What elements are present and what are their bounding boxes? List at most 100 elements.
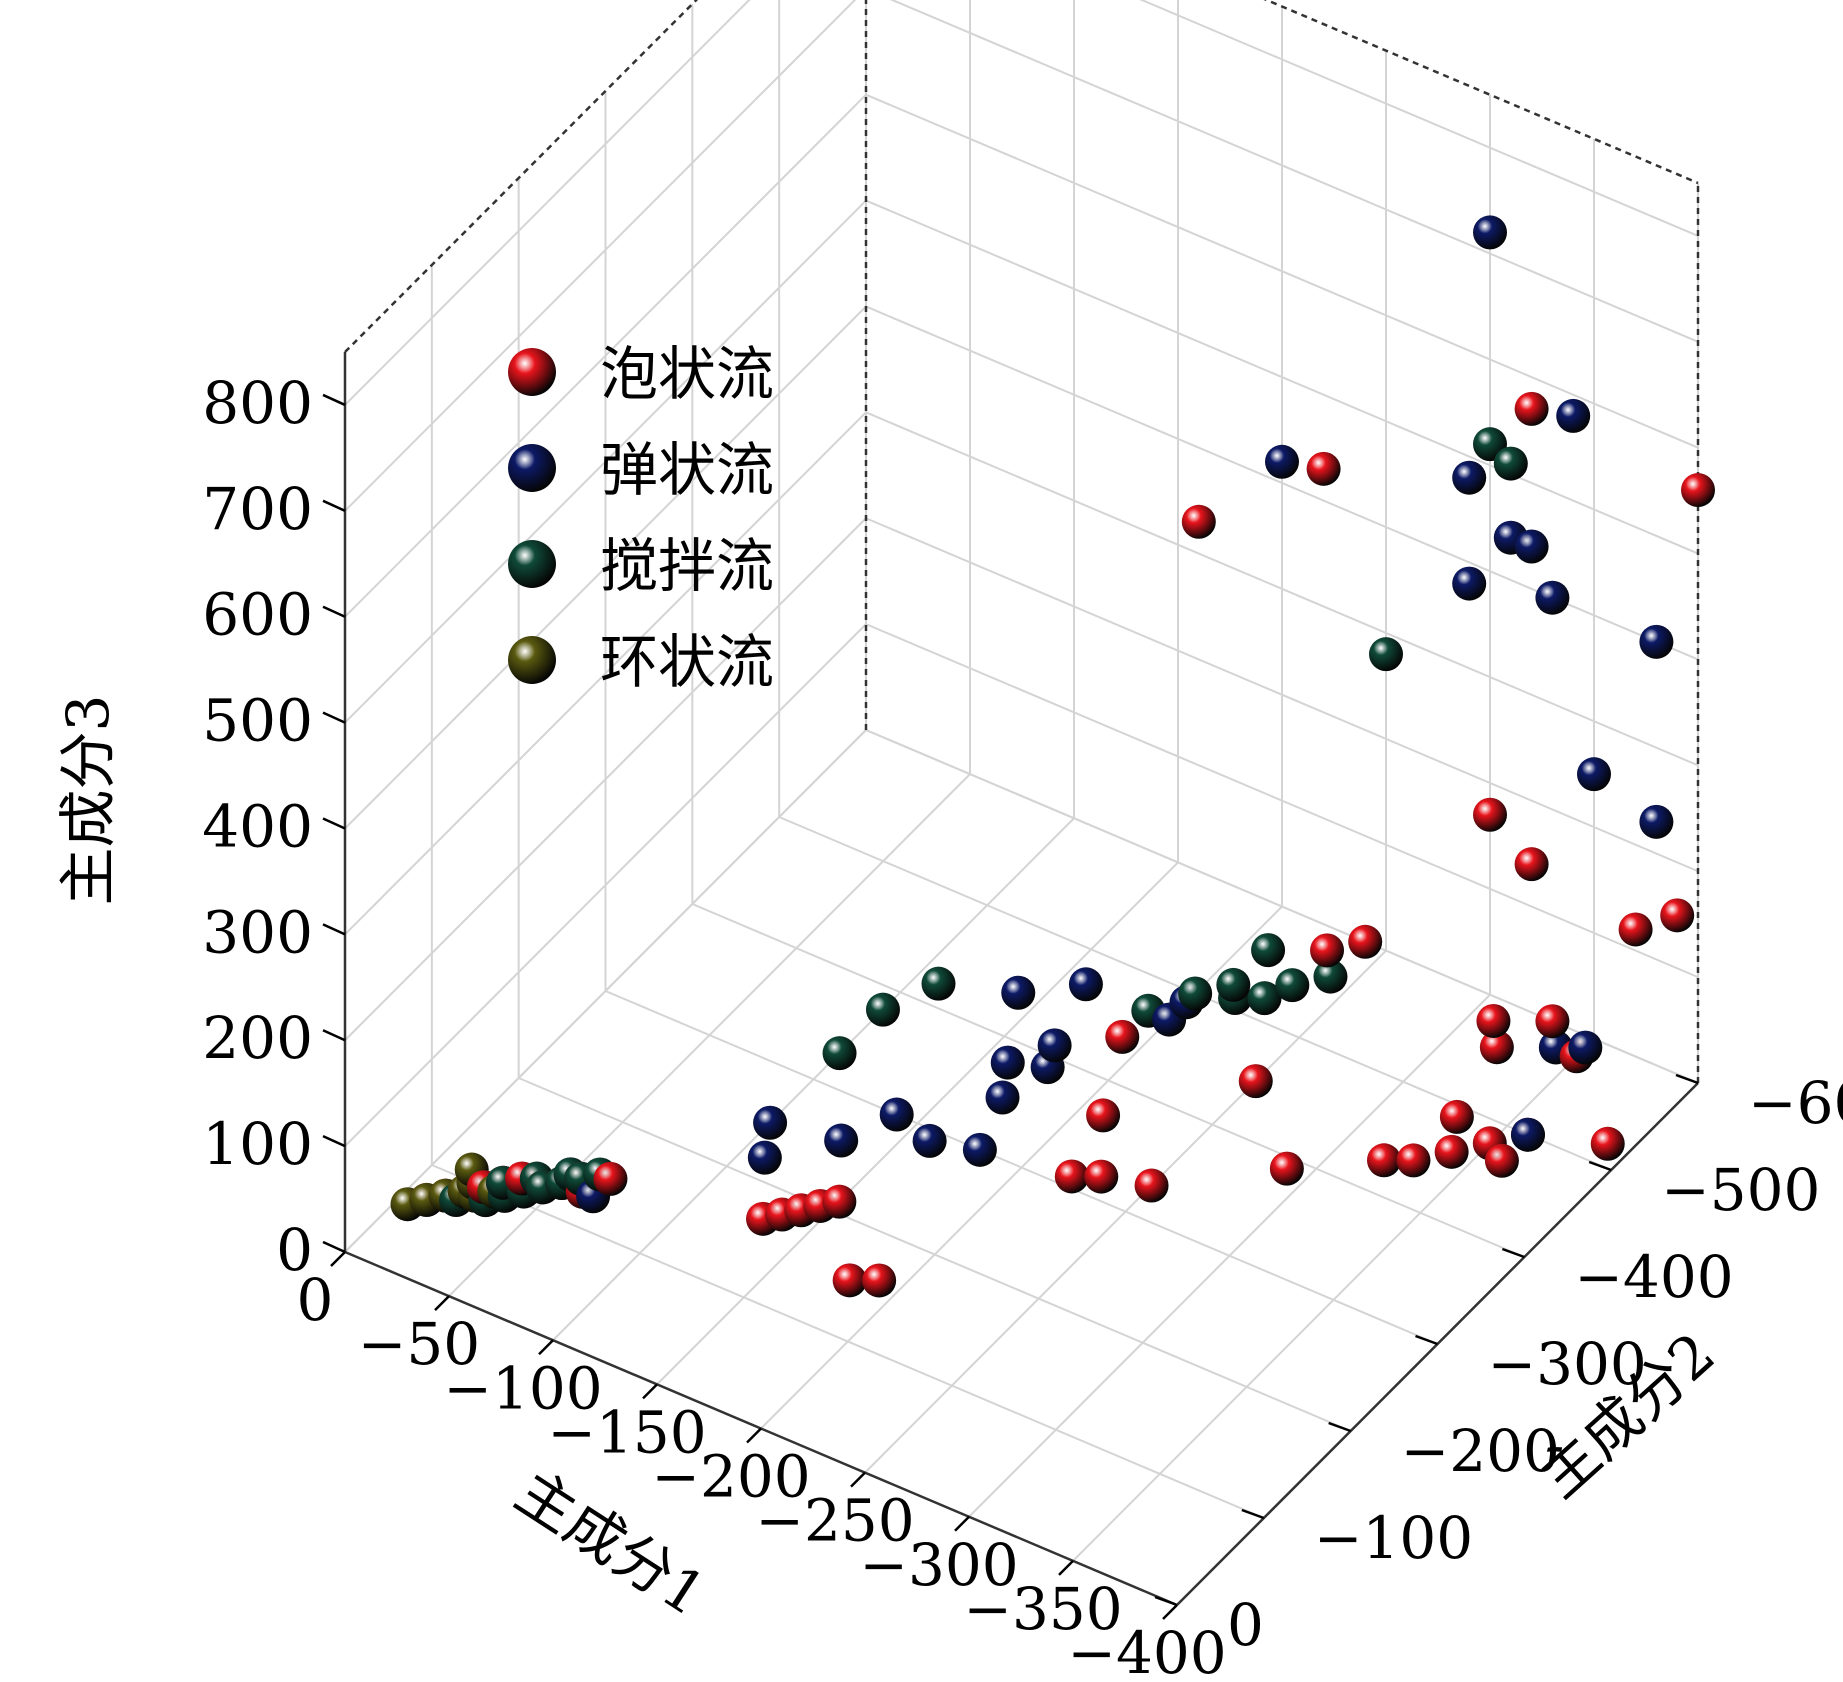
y-tick-mark: [1501, 1247, 1525, 1259]
data-point: [1084, 1159, 1119, 1194]
data-point: [1306, 451, 1341, 486]
wall-grid-line: [344, 0, 751, 406]
data-point: [832, 1263, 867, 1298]
z-tick-mark: [322, 711, 346, 724]
data-point: [1484, 1143, 1519, 1178]
data-point: [747, 1140, 782, 1175]
wall-grid-line: [344, 517, 867, 1041]
z-tick-mark: [322, 923, 346, 936]
z-tick-label: 100: [202, 1110, 313, 1178]
wall-grid-line: [344, 305, 867, 830]
data-point: [879, 1097, 914, 1132]
z-tick-label: 600: [202, 581, 313, 649]
data-point: [1086, 1098, 1121, 1133]
x-tick-mark: [538, 1339, 554, 1356]
floor-grid-line: [518, 1077, 1352, 1432]
wall-grid-line: [344, 729, 867, 1253]
x-tick-mark: [1058, 1559, 1074, 1576]
y-tick-mark: [1675, 1073, 1699, 1085]
legend-label: 弹状流: [600, 436, 774, 504]
data-point: [1639, 624, 1674, 659]
x-tick-label: −250: [755, 1487, 914, 1555]
y-tick-label: −600: [1748, 1069, 1843, 1137]
data-point: [1476, 1003, 1511, 1038]
data-point: [1514, 391, 1549, 426]
data-point: [962, 1132, 997, 1167]
data-point: [1105, 1019, 1140, 1054]
data-point: [1510, 1117, 1545, 1152]
y-tick-label: 0: [1227, 1591, 1264, 1659]
data-point: [1660, 898, 1695, 933]
data-point: [1479, 1030, 1514, 1065]
legend-label: 环状流: [600, 628, 774, 696]
x-tick-mark: [954, 1515, 970, 1532]
wall-grid-line: [865, 411, 1699, 767]
wall-grid-line: [889, 0, 1699, 343]
data-point: [1181, 504, 1216, 539]
data-point: [1068, 967, 1103, 1002]
data-point: [1568, 1030, 1603, 1065]
legend-label: 泡状流: [600, 340, 774, 408]
legend-label: 搅拌流: [600, 532, 774, 600]
axes: [322, 0, 1700, 1620]
x-tick-label: 0: [297, 1266, 334, 1334]
data-point: [753, 1105, 788, 1140]
z-tick-mark: [322, 1240, 346, 1254]
data-point: [822, 1184, 857, 1219]
data-point: [1134, 1168, 1169, 1203]
data-point: [1269, 1151, 1304, 1186]
data-point: [1535, 580, 1570, 615]
z-tick-label: 200: [202, 1004, 313, 1072]
data-point: [1473, 215, 1507, 250]
wall-grid-line: [344, 0, 857, 512]
y-tick-label: −200: [1401, 1417, 1560, 1485]
data-points: [390, 215, 1715, 1298]
data-point: [1577, 757, 1611, 792]
data-point: [1310, 933, 1345, 968]
data-point: [1590, 1126, 1625, 1161]
z-tick-mark: [322, 499, 346, 512]
y-tick-mark: [1154, 1595, 1178, 1607]
x-tick-label: −350: [963, 1575, 1122, 1643]
wall-grid-line: [865, 623, 1699, 979]
data-point: [1639, 804, 1674, 839]
data-point: [1001, 975, 1036, 1010]
z-tick-label: 0: [276, 1216, 313, 1284]
y-tick-mark: [1588, 1160, 1612, 1172]
data-point: [1556, 398, 1591, 433]
z-tick-label: 400: [202, 792, 313, 860]
legend-marker: [508, 348, 556, 396]
z-tick-mark: [322, 817, 346, 830]
z-tick-mark: [322, 393, 346, 407]
legend-marker: [508, 540, 556, 588]
data-point: [921, 966, 956, 1001]
x-tick-mark: [746, 1427, 762, 1444]
floor-grid-line: [691, 903, 1525, 1258]
y-tick-label: −500: [1661, 1156, 1820, 1224]
wall-grid-line: [1139, 0, 1699, 237]
data-point: [1178, 976, 1213, 1011]
data-point: [985, 1080, 1020, 1115]
floor-grid-line: [431, 1164, 1265, 1519]
x-tick-mark: [1162, 1604, 1178, 1620]
data-point: [1396, 1143, 1431, 1178]
x-tick-label: −100: [443, 1354, 602, 1422]
z-tick-mark: [322, 605, 346, 618]
x-tick-label: −50: [358, 1310, 480, 1378]
data-point: [1247, 981, 1282, 1016]
data-point: [1493, 446, 1528, 481]
data-point: [1265, 444, 1299, 479]
data-point: [1514, 847, 1549, 882]
legend-marker: [508, 444, 556, 492]
wall-grid-line: [865, 93, 1699, 449]
data-point: [1473, 797, 1507, 832]
data-point: [1618, 912, 1653, 947]
z-axis-title: 主成分3: [54, 695, 122, 906]
box-edge: [1263, 0, 1699, 185]
box-edge: [344, 0, 699, 353]
data-point: [1238, 1064, 1273, 1099]
wall-grid-line: [865, 199, 1699, 555]
